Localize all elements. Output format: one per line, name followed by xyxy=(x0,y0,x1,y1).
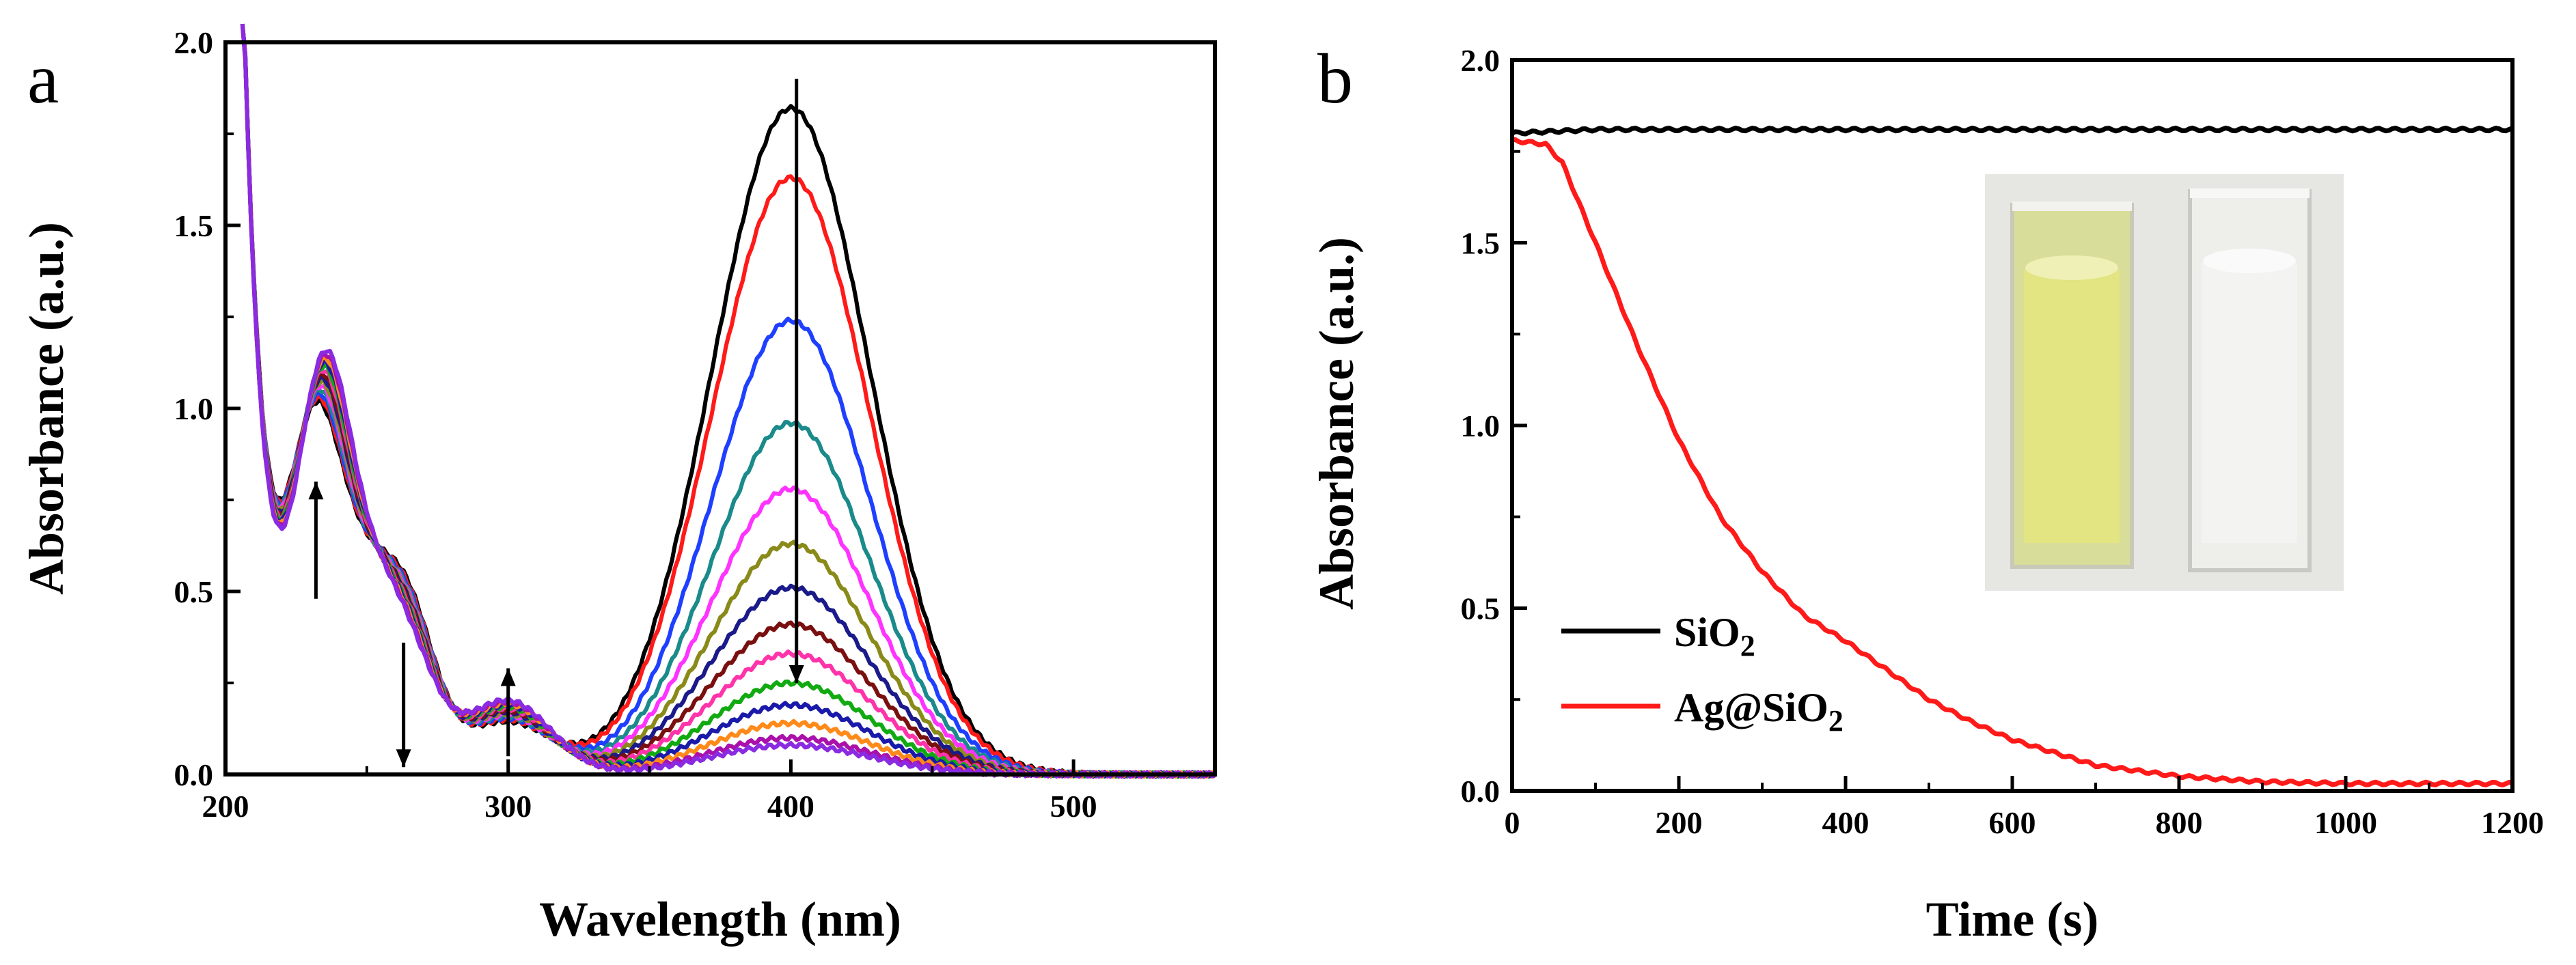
panel-a-ylabel: Absorbance (a.u.) xyxy=(19,222,74,595)
panel-b-xlabel: Time (s) xyxy=(1926,892,2099,947)
cuvette-inset-photo xyxy=(1985,174,2344,591)
x-tick-label: 800 xyxy=(2156,805,2203,840)
panel-a-ticks: 200 300 400 500 0.0 0.5 1.0 1.5 2.0 xyxy=(174,25,1216,824)
panel-a: a 200 300 400 500 0.0 0.5 1.0 1.5 2.0 Wavelength… xyxy=(19,23,1217,947)
x-tick-label: 200 xyxy=(1656,805,1703,840)
panel-a-plot-area xyxy=(240,23,1217,779)
panel-b-ylabel: Absorbance (a.u.) xyxy=(1309,237,1364,610)
y-tick-label: 1.5 xyxy=(1461,226,1501,261)
panel-b: b 0 200 400 600 800 1000 1200 0.0 0.5 1.0 1.5 2.0 T… xyxy=(1309,40,2544,947)
x-tick-label: 1200 xyxy=(2481,805,2544,840)
panel-b-label: b xyxy=(1317,40,1353,118)
x-tick-label: 1000 xyxy=(2314,805,2377,840)
y-tick-label: 1.0 xyxy=(1461,408,1501,443)
y-tick-label: 0.0 xyxy=(1461,774,1501,809)
x-tick-label: 400 xyxy=(767,789,814,824)
spectrum-line xyxy=(240,23,1216,779)
panel-b-legend: SiO2 Ag@SiO2 xyxy=(1561,610,1844,738)
x-tick-label: 500 xyxy=(1050,789,1097,824)
trend-arrowhead xyxy=(789,665,804,683)
y-tick-label: 0.5 xyxy=(1461,591,1501,626)
panel-b-ticks: 0 200 400 600 800 1000 1200 0.0 0.5 1.0 1.5 2.0 xyxy=(1461,43,2545,840)
y-tick-label: 2.0 xyxy=(1461,43,1501,78)
y-tick-label: 1.0 xyxy=(174,391,214,426)
y-tick-label: 0.5 xyxy=(174,574,214,609)
panel-a-label: a xyxy=(27,40,59,118)
trend-arrowhead xyxy=(396,749,411,768)
trend-arrowhead xyxy=(500,668,516,686)
panel-a-xlabel: Wavelength (nm) xyxy=(539,892,901,947)
x-tick-label: 300 xyxy=(484,789,532,824)
x-tick-label: 200 xyxy=(202,789,249,824)
y-tick-label: 0.0 xyxy=(174,757,214,792)
y-tick-label: 2.0 xyxy=(174,25,214,60)
x-tick-label: 0 xyxy=(1505,805,1520,840)
x-tick-label: 400 xyxy=(1822,805,1869,840)
trend-arrowhead xyxy=(308,481,324,500)
y-tick-label: 1.5 xyxy=(174,208,214,243)
series-line xyxy=(1511,126,2514,137)
panel-a-frame xyxy=(223,40,1217,777)
x-tick-label: 600 xyxy=(1989,805,2036,840)
legend-label-ag-sio2: Ag@SiO2 xyxy=(1674,685,1844,738)
legend-label-sio2: SiO2 xyxy=(1674,610,1755,662)
